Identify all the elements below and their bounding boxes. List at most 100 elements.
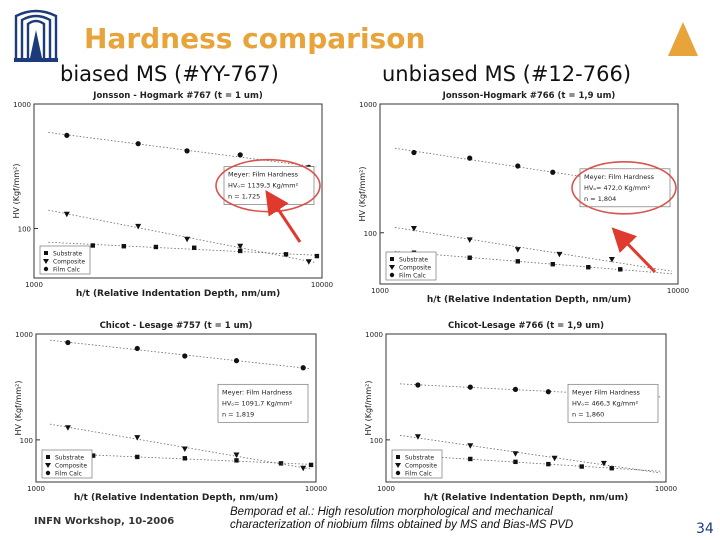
trend-line-substrate xyxy=(394,251,673,275)
chart-cl-766-svg: Chicot-Lesage #766 (t = 1,9 um) 1000 100 10… xyxy=(364,321,677,503)
marker-composite xyxy=(467,443,474,449)
subtitle-unbiased: unbiased MS (#12-766) xyxy=(382,62,632,86)
marker-substrate xyxy=(515,259,520,264)
annotation-n: n = 1,725 xyxy=(228,193,260,201)
marker-substrate xyxy=(579,464,584,469)
marker-composite xyxy=(305,259,312,265)
x-axis-label: h/t (Relative Indentation Depth, nm/um) xyxy=(424,493,628,503)
legend-marker-substrate xyxy=(44,251,48,255)
marker-substrate xyxy=(182,456,188,461)
annotation-heading: Meyer: Film Hardness xyxy=(584,173,655,181)
marker-substrate xyxy=(546,461,551,467)
annotation-box xyxy=(579,168,671,208)
annotation-hv: HVₒ= 472,0 Kg/mm² xyxy=(584,184,650,192)
marker-substrate xyxy=(586,265,591,270)
x-axis-label: h/t (Relative Indentation Depth, nm/um) xyxy=(76,289,280,299)
marker-composite xyxy=(514,247,521,253)
y-tick-label: 100 xyxy=(18,225,31,233)
subtitle-biased: biased MS (#YY-767) xyxy=(60,62,279,86)
legend-entry: Film Calc xyxy=(399,273,426,280)
legend-entry: Substrate xyxy=(405,455,434,462)
marker-film-calc xyxy=(182,353,188,359)
chart-title: Chicot-Lesage #766 (t = 1,9 um) xyxy=(448,321,604,331)
chart-panel-jh-767: Jonsson - Hogmark #767 (t = 1 um) 1000 100… xyxy=(6,88,336,300)
trend-line-film-calc xyxy=(48,132,317,168)
y-axis-label: HV (Kgf/mm²) xyxy=(12,164,21,219)
annotation-hv: HVₒ= 1139,3 Kg/mm² xyxy=(228,182,299,190)
legend-entry: Film Calc xyxy=(405,471,432,478)
marker-substrate xyxy=(609,466,614,471)
footer-workshop: INFN Workshop, 10-2006 xyxy=(34,516,175,527)
annotation-hv: HVₒ= 466,3 Kg/mm² xyxy=(572,399,638,407)
chart-panel-cl-757: Chicot - Lesage #757 (t = 1 um) 1000 100 10… xyxy=(8,318,330,504)
marker-substrate xyxy=(618,267,623,272)
annotation-box xyxy=(217,383,309,423)
marker-film-calc xyxy=(134,345,140,352)
marker-composite xyxy=(608,256,615,263)
y-axis-label: HV (Kgf/mm²) xyxy=(358,167,367,222)
marker-composite xyxy=(134,435,141,441)
marker-film-calc xyxy=(550,169,556,175)
x-tick-label: 1000 xyxy=(377,485,395,493)
chart-title: Jonsson-Hogmark #766 (t = 1,9 um) xyxy=(442,91,616,101)
x-tick-label: 1000 xyxy=(27,485,45,493)
x-tick-label: 10000 xyxy=(305,485,327,493)
marker-substrate xyxy=(234,458,239,463)
trend-line-film-calc xyxy=(394,147,673,191)
legend-marker-composite xyxy=(45,463,51,468)
marker-film-calc xyxy=(233,358,240,364)
y-tick-label: 1000 xyxy=(365,331,383,339)
plot-frame xyxy=(379,103,679,285)
marker-composite xyxy=(233,452,240,458)
annotation-hv: HVₒ= 1091,7 Kg/mm² xyxy=(222,399,293,407)
marker-substrate xyxy=(550,261,555,267)
annotation-heading: Meyer Film Hardness xyxy=(572,388,641,396)
marker-composite xyxy=(414,434,421,440)
legend-entry: Composite xyxy=(399,265,431,272)
marker-composite xyxy=(556,251,563,258)
x-axis-label: h/t (Relative Indentation Depth, nm/um) xyxy=(427,295,631,305)
marker-substrate xyxy=(135,454,140,460)
marker-film-calc xyxy=(411,149,417,156)
legend-entry: Composite xyxy=(405,463,437,470)
marker-substrate xyxy=(467,255,472,260)
legend-entry: Film Calc xyxy=(55,471,82,478)
legend-marker-composite xyxy=(43,259,49,264)
x-tick-label: 1000 xyxy=(371,287,389,295)
y-tick-label: 1000 xyxy=(13,101,31,109)
legend-entry: Substrate xyxy=(53,251,82,258)
x-tick-label: 1000 xyxy=(25,281,43,289)
x-tick-label: 10000 xyxy=(655,485,677,493)
marker-film-calc xyxy=(300,365,306,371)
legend-marker-substrate xyxy=(46,455,50,459)
annotation-box xyxy=(567,383,659,423)
marker-composite xyxy=(237,243,244,250)
y-tick-label: 100 xyxy=(364,230,377,238)
x-tick-label: 10000 xyxy=(311,281,333,289)
annotation-n: n = 1,804 xyxy=(584,195,616,203)
y-axis-label: HV (Kgf/mm²) xyxy=(14,381,23,436)
marker-film-calc xyxy=(135,141,141,147)
marker-composite xyxy=(63,211,70,218)
annotation-heading: Meyer: Film Hardness xyxy=(222,388,293,396)
plot-frame xyxy=(385,333,667,483)
legend-entry: Substrate xyxy=(399,257,428,264)
marker-film-calc xyxy=(512,386,519,392)
chart-title: Jonsson - Hogmark #767 (t = 1 um) xyxy=(92,91,263,101)
institution-logo xyxy=(14,9,58,62)
annotation-n: n = 1,819 xyxy=(222,410,254,418)
slide-title: Hardness comparison xyxy=(84,22,426,55)
marker-composite xyxy=(551,455,558,462)
x-tick-label: 10000 xyxy=(667,287,689,295)
chart-panel-jh-766: Jonsson-Hogmark #766 (t = 1,9 um) 1000 100… xyxy=(352,88,692,306)
trend-line-composite xyxy=(394,227,673,272)
y-tick-label: 100 xyxy=(370,437,383,445)
marker-composite xyxy=(64,425,71,431)
marker-composite xyxy=(181,446,188,452)
legend-marker-substrate xyxy=(396,455,400,459)
marker-substrate xyxy=(153,244,159,250)
triangle-icon xyxy=(668,22,698,56)
marker-composite xyxy=(410,225,417,232)
marker-substrate xyxy=(278,461,284,466)
marker-substrate xyxy=(238,248,243,254)
